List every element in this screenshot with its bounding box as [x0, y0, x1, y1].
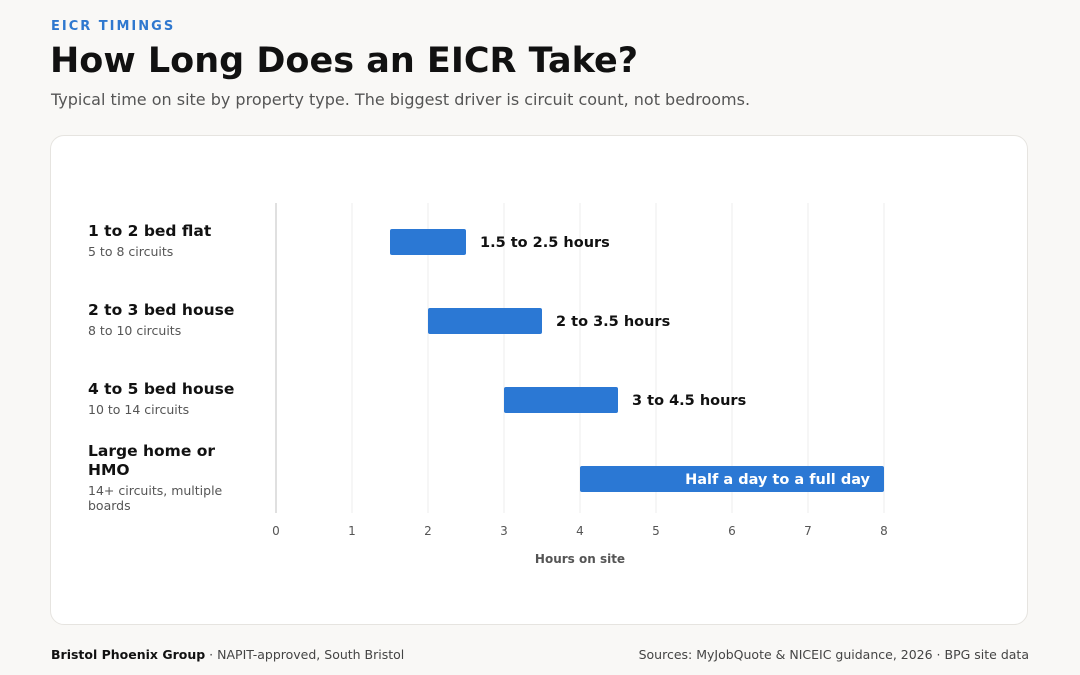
eyebrow-label: EICR TIMINGS [51, 19, 176, 34]
row-circuits: 8 to 10 circuits [88, 323, 182, 338]
bar-data-label: Half a day to a full day [685, 472, 870, 488]
footer-sources: Sources: MyJobQuote & NICEIC guidance, 2… [638, 647, 1029, 662]
row-circuits: 5 to 8 circuits [88, 244, 174, 259]
range-bar [504, 387, 618, 413]
bar-data-label: 3 to 4.5 hours [632, 393, 746, 409]
x-tick-label: 7 [804, 524, 812, 538]
row-name: 4 to 5 bed house [88, 380, 235, 398]
x-tick-label: 5 [652, 524, 660, 538]
row-name: Large home or HMO [88, 442, 216, 479]
footer-org-note: · NAPIT-approved, South Bristol [205, 647, 405, 662]
bar-data-label: 1.5 to 2.5 hours [480, 235, 610, 251]
row-circuits: 10 to 14 circuits [88, 402, 190, 417]
footer-attribution: Bristol Phoenix Group · NAPIT-approved, … [51, 647, 404, 662]
range-bar [390, 229, 466, 255]
x-tick-label: 3 [500, 524, 508, 538]
row-name: 2 to 3 bed house [88, 301, 235, 319]
footer-org: Bristol Phoenix Group [51, 647, 206, 662]
x-tick-label: 4 [576, 524, 584, 538]
row-label-1: 1 to 2 bed flat 5 to 8 circuits [88, 222, 248, 259]
row-circuits: 14+ circuits, multiple boards [88, 483, 223, 513]
row-label-3: 4 to 5 bed house 10 to 14 circuits [88, 380, 248, 417]
x-tick-label: 8 [880, 524, 888, 538]
range-bar-chart: 1.5 to 2.5 hours 2 to 3.5 hours 3 to 4.5 h… [272, 203, 888, 566]
page-title: How Long Does an EICR Take? [50, 41, 639, 81]
x-tick-label: 0 [272, 524, 280, 538]
row-name: 1 to 2 bed flat [88, 222, 212, 240]
range-bar [428, 308, 542, 334]
page-subtitle: Typical time on site by property type. T… [51, 90, 751, 109]
x-tick-label: 1 [348, 524, 356, 538]
row-label-2: 2 to 3 bed house 8 to 10 circuits [88, 301, 248, 338]
row-label-4: Large home or HMO 14+ circuits, multiple… [88, 442, 248, 513]
x-tick-label: 2 [424, 524, 432, 538]
chart-card: 1 to 2 bed flat 5 to 8 circuits 2 to 3 b… [50, 135, 1028, 625]
bar-data-label: 2 to 3.5 hours [556, 314, 670, 330]
x-tick-label: 6 [728, 524, 736, 538]
x-axis-label: Hours on site [535, 552, 625, 566]
range-bar [580, 466, 884, 492]
